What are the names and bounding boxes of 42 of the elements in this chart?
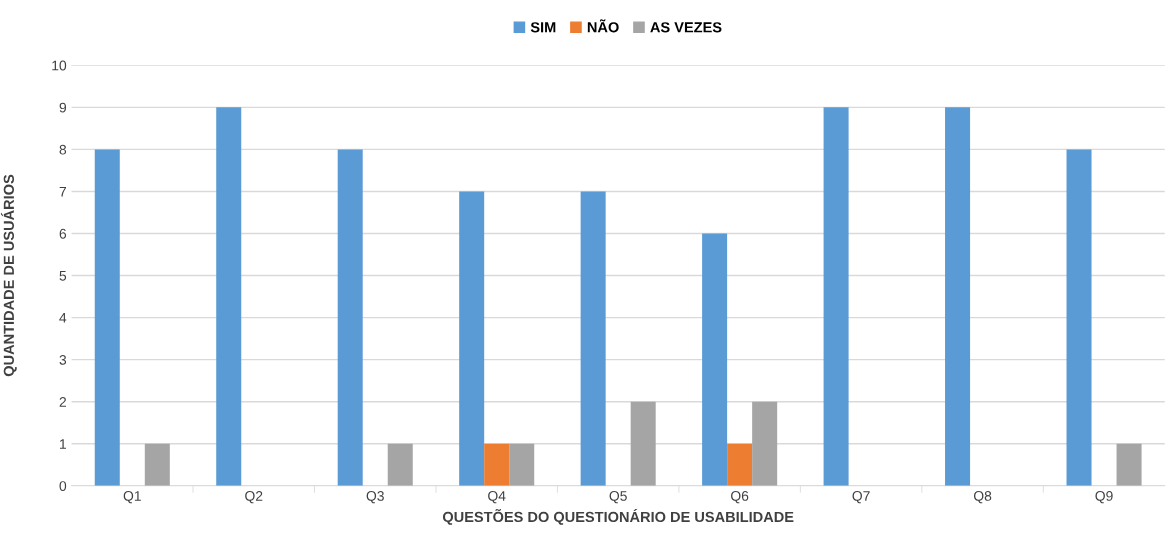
x-tick-label: Q5 (609, 491, 627, 504)
bar (387, 443, 413, 486)
bar (216, 107, 242, 486)
y-tick-label: 7 (59, 186, 66, 197)
bar (945, 107, 971, 486)
y-tick-label: 8 (59, 144, 67, 155)
y-tick-label: 0 (59, 481, 67, 491)
bar (337, 149, 363, 486)
y-axis-title: QUANTIDADE DE USUÁRIOS (0, 174, 17, 377)
bar (702, 233, 728, 486)
x-tick-label: Q8 (973, 491, 992, 504)
bar (459, 191, 485, 486)
x-tick-label: Q7 (852, 491, 870, 504)
bar (484, 443, 510, 486)
y-tick-label: 5 (59, 271, 67, 281)
bar (94, 149, 120, 486)
y-tick-label: 3 (59, 354, 67, 365)
bar (509, 443, 535, 486)
y-tick-label: 9 (59, 102, 67, 113)
y-tick-label: 6 (59, 228, 67, 239)
bar (1116, 443, 1142, 486)
x-axis-title: QUESTÕES DO QUESTIONÁRIO DE USABILIDADE (442, 509, 794, 525)
bar (1066, 149, 1092, 486)
y-tick-label: 10 (52, 60, 67, 71)
bar (727, 443, 753, 486)
x-tick-label: Q2 (245, 491, 263, 504)
bar (752, 401, 778, 486)
x-tick-label: Q6 (731, 491, 749, 504)
y-tick-label: 1 (60, 439, 67, 449)
y-tick-label: 4 (59, 313, 67, 323)
x-tick-label: Q1 (123, 491, 141, 504)
legend-label: AS VEZES (650, 22, 722, 33)
bar (823, 107, 849, 486)
legend-label: NÃO (587, 19, 619, 33)
x-tick-label: Q4 (488, 491, 506, 504)
legend-label: SIM (530, 22, 556, 33)
x-tick-label: Q3 (366, 491, 384, 504)
x-tick-label: Q9 (1095, 491, 1113, 504)
bar (144, 443, 170, 486)
bar (630, 401, 656, 486)
bar (580, 191, 606, 486)
y-tick-label: 2 (59, 397, 66, 407)
